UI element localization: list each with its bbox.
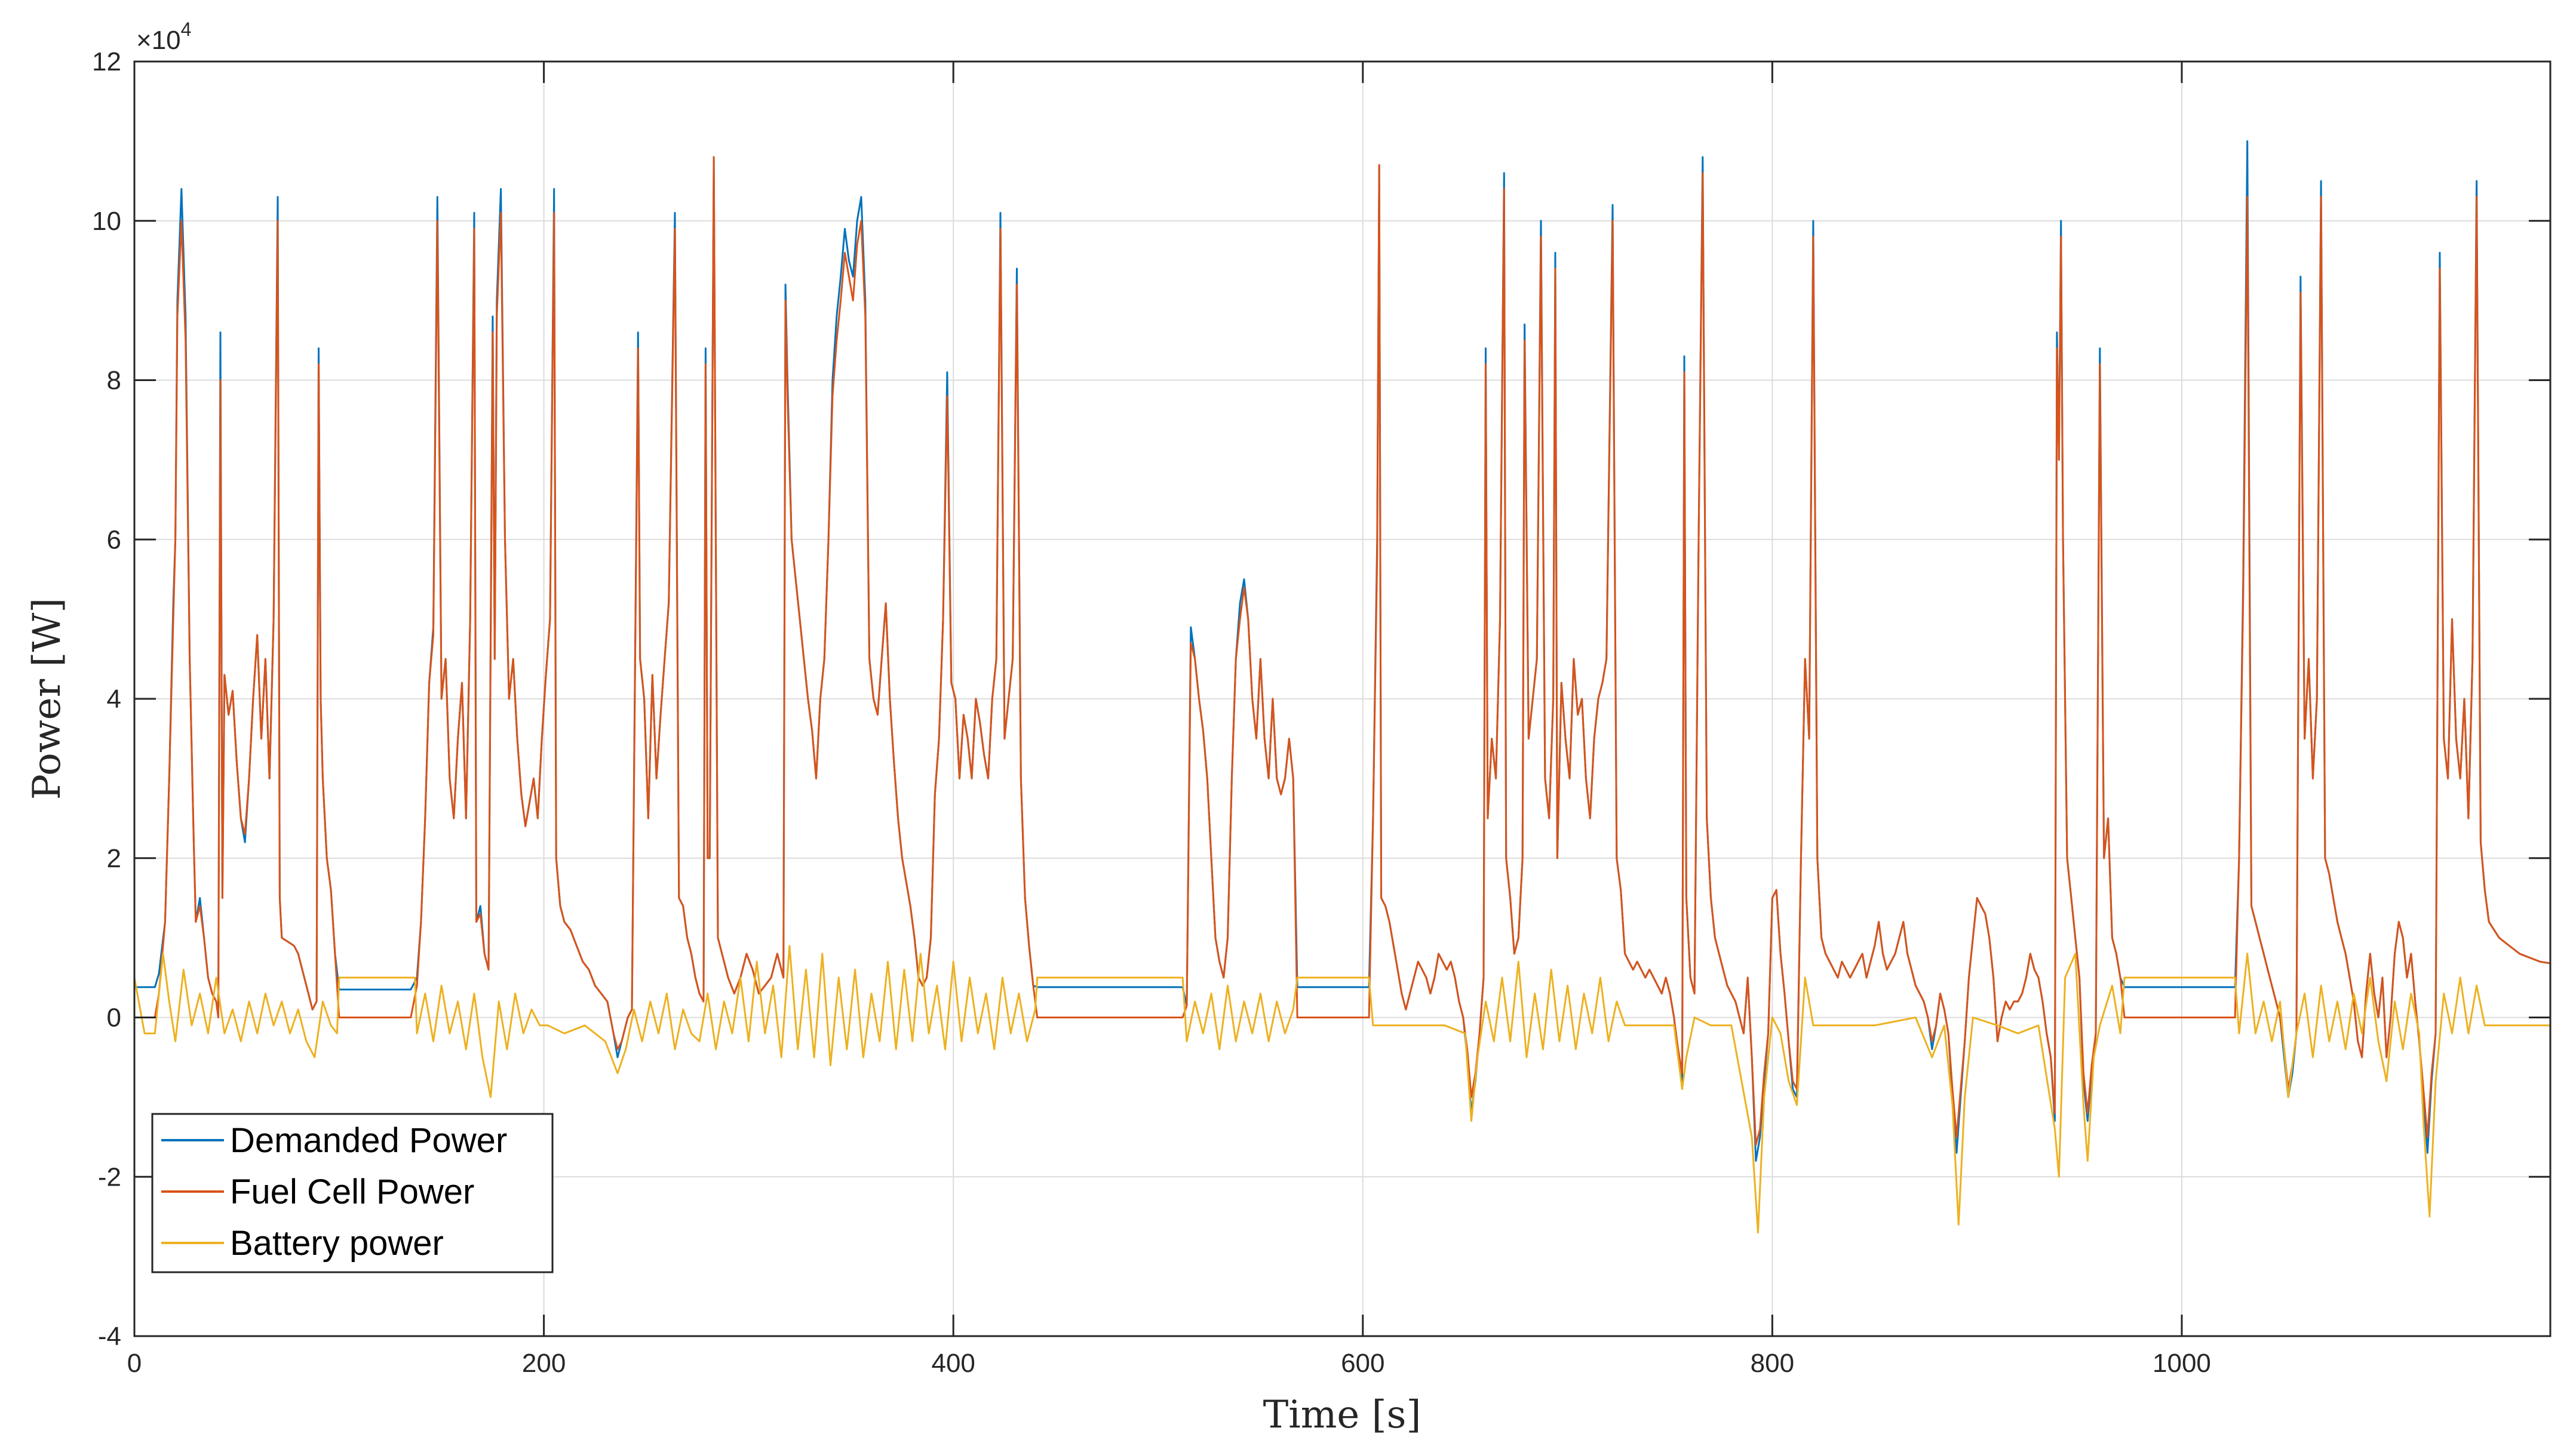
x-tick-label: 800 <box>1751 1349 1794 1378</box>
x-tick-label: 1000 <box>2153 1349 2211 1378</box>
series-layer <box>133 140 2551 1234</box>
x-tick-label: 600 <box>1341 1349 1384 1378</box>
tick-labels: 0 200 400 600 800 1000 -4 -2 0 2 4 6 8 10 12 <box>92 47 2211 1378</box>
y-tick-label: -4 <box>98 1322 121 1351</box>
y-tick-label: 4 <box>107 684 121 714</box>
y-tick-label: -2 <box>98 1162 121 1192</box>
series-line-fuel-cell-power <box>134 156 2551 1146</box>
legend-label-demanded: Demanded Power <box>230 1121 507 1160</box>
y-axis-title: Power [W] <box>25 598 69 800</box>
y-exponent-label: ×104 <box>136 19 191 55</box>
x-tick-label: 400 <box>931 1349 975 1378</box>
ticks <box>133 60 2550 1337</box>
y-tick-label: 8 <box>107 366 121 395</box>
x-axis-title: Time [s] <box>1263 1393 1421 1437</box>
x-tick-label: 200 <box>522 1349 566 1378</box>
legend-label-battery: Battery power <box>230 1224 444 1263</box>
y-tick-label: 6 <box>107 525 121 554</box>
y-tick-label: 10 <box>92 207 121 236</box>
x-tick-label: 0 <box>127 1349 142 1378</box>
y-tick-label: 2 <box>107 844 121 873</box>
y-tick-label: 12 <box>92 47 121 76</box>
legend-label-fuel-cell: Fuel Cell Power <box>230 1172 474 1211</box>
legend: Demanded Power Fuel Cell Power Battery p… <box>151 1113 554 1273</box>
y-tick-label: 0 <box>107 1003 121 1033</box>
series-line-battery-power <box>133 945 2550 1234</box>
